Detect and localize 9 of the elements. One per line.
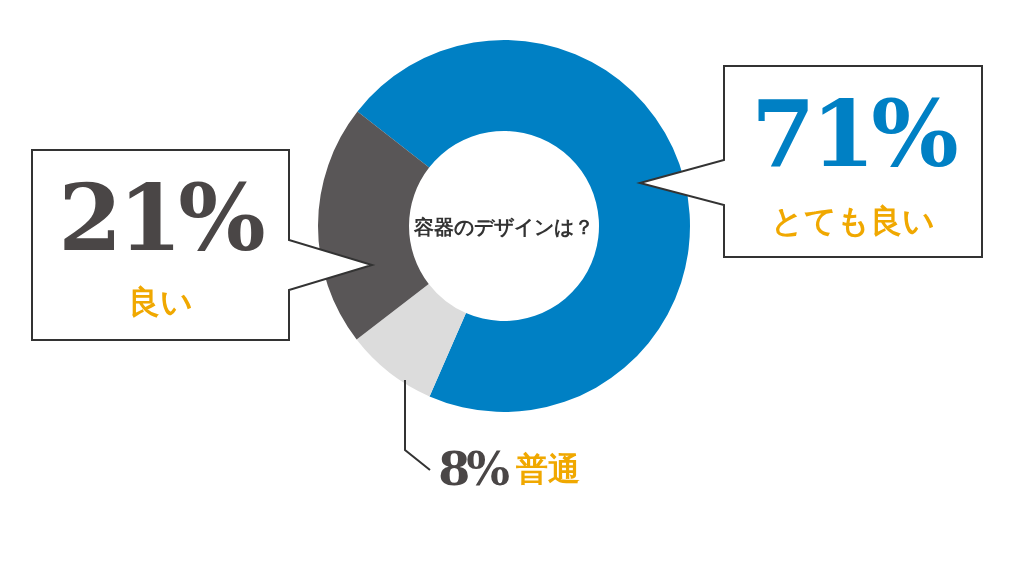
donut-slice	[356, 283, 466, 397]
slice-label: 良い	[126, 283, 194, 321]
text: 容器のデザインは？	[413, 214, 595, 241]
data-label: 21%	[57, 164, 264, 272]
slice-label: とても良い	[770, 202, 936, 240]
data-label: 8%	[438, 442, 506, 496]
data-label: 71%	[750, 80, 957, 188]
donut-slice	[357, 40, 690, 412]
slice-label: 普通	[516, 450, 580, 488]
